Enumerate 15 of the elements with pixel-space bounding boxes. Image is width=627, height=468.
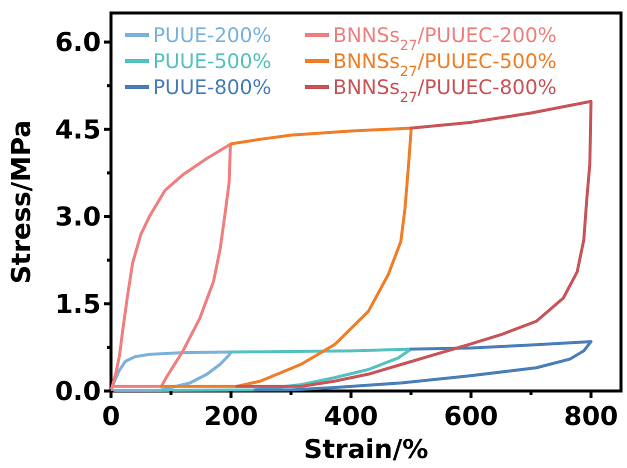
x-axis-title: Strain/%: [304, 435, 428, 465]
x-tick-label: 800: [564, 402, 618, 432]
x-tick-label: 400: [324, 402, 378, 432]
y-tick-label: 4.5: [54, 115, 101, 146]
y-tick-label: 0.0: [54, 377, 101, 407]
legend-label: PUUE-200%: [153, 23, 272, 47]
legend-label: PUUE-800%: [153, 75, 272, 99]
x-tick-label: 0: [102, 402, 120, 432]
legend-label: PUUE-500%: [153, 49, 272, 73]
y-tick-label: 3.0: [54, 202, 101, 233]
x-tick-label: 200: [204, 402, 258, 432]
y-tick-label: 6.0: [54, 28, 101, 58]
y-tick-label: 1.5: [54, 290, 101, 320]
x-tick-label: 600: [444, 402, 498, 432]
y-axis-title: Stress/MPa: [7, 120, 37, 284]
